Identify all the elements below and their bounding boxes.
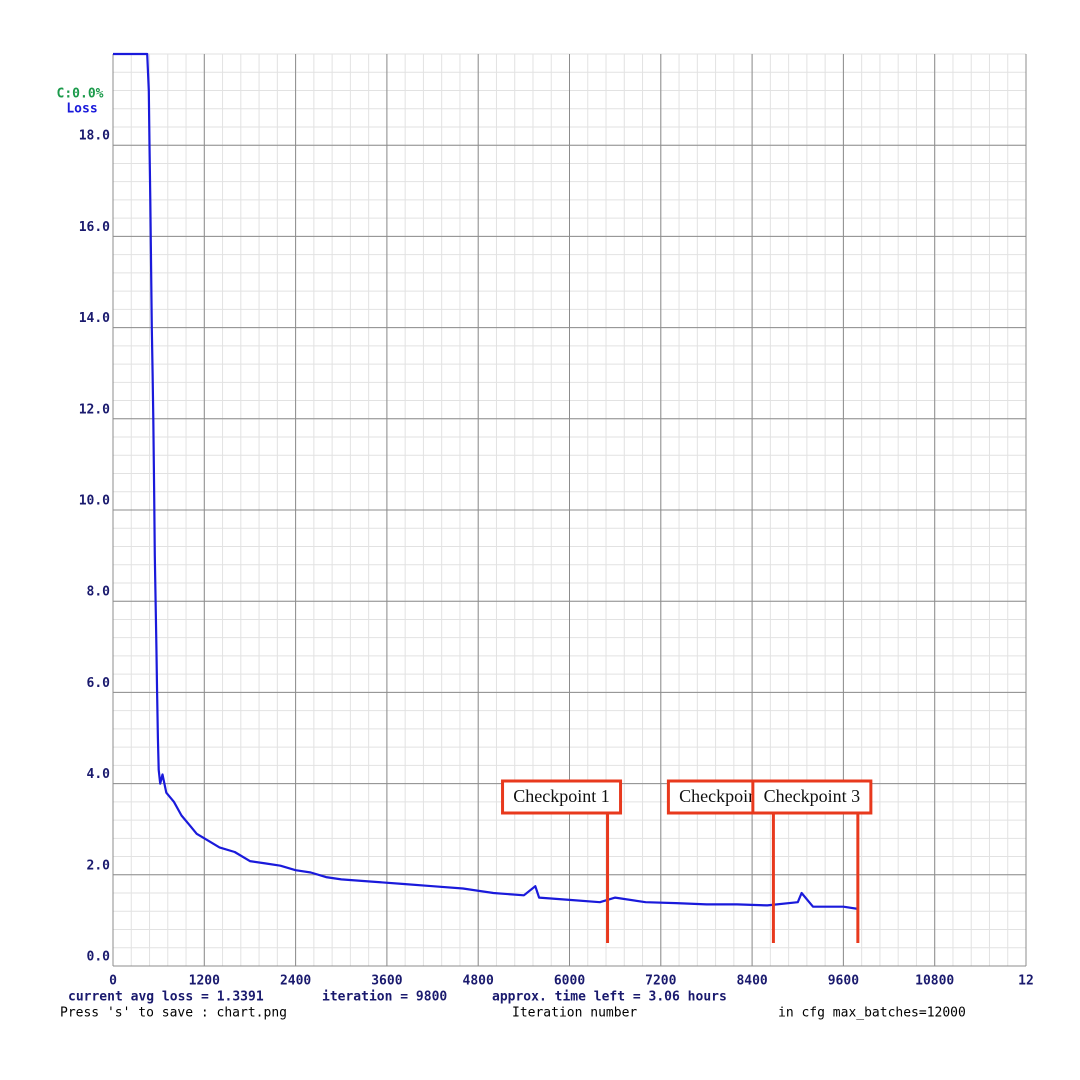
- y-tick-label: 4.0: [87, 767, 111, 782]
- x-tick-label: 8400: [736, 974, 767, 989]
- x-tick-label: 1200: [189, 974, 220, 989]
- y-tick-label: 16.0: [79, 220, 110, 235]
- y-tick-label: 6.0: [87, 676, 111, 691]
- status: iteration = 9800: [322, 990, 447, 1005]
- y-tick-label: 18.0: [79, 129, 110, 144]
- y-tick-label: 12.0: [79, 402, 110, 417]
- x-tick-label: 3600: [371, 974, 402, 989]
- y-tick-label: 14.0: [79, 311, 110, 326]
- cfg-note: in cfg max_batches=12000: [778, 1006, 966, 1021]
- checkpoint-box: [501, 779, 623, 815]
- x-tick-label: 7200: [645, 974, 676, 989]
- status: approx. time left = 3.06 hours: [492, 990, 727, 1005]
- x-tick-label: 10800: [915, 974, 954, 989]
- x-tick-label: 12: [1018, 974, 1034, 989]
- y-tick-label: 0.0: [87, 950, 111, 965]
- accuracy-label: C:0.0%: [57, 87, 104, 102]
- y-tick-label: 10.0: [79, 494, 110, 509]
- checkpoint-label: Checkpoint 1: [513, 786, 610, 806]
- checkpoint-label: Checkpoint 3: [764, 786, 861, 806]
- loss-label: Loss: [66, 102, 97, 117]
- x-tick-label: 4800: [463, 974, 494, 989]
- y-tick-label: 2.0: [87, 858, 111, 873]
- x-tick-label: 9600: [828, 974, 859, 989]
- loss-line: [113, 52, 859, 911]
- x-tick-label: 0: [109, 974, 117, 989]
- x-tick-label: 2400: [280, 974, 311, 989]
- x-tick-label: 6000: [554, 974, 585, 989]
- checkpoint-box: [751, 779, 873, 815]
- x-axis-label: Iteration number: [512, 1006, 637, 1021]
- status: current avg loss = 1.3391: [68, 990, 264, 1005]
- y-tick-label: 8.0: [87, 585, 111, 600]
- save-hint: Press 's' to save : chart.png: [60, 1006, 287, 1021]
